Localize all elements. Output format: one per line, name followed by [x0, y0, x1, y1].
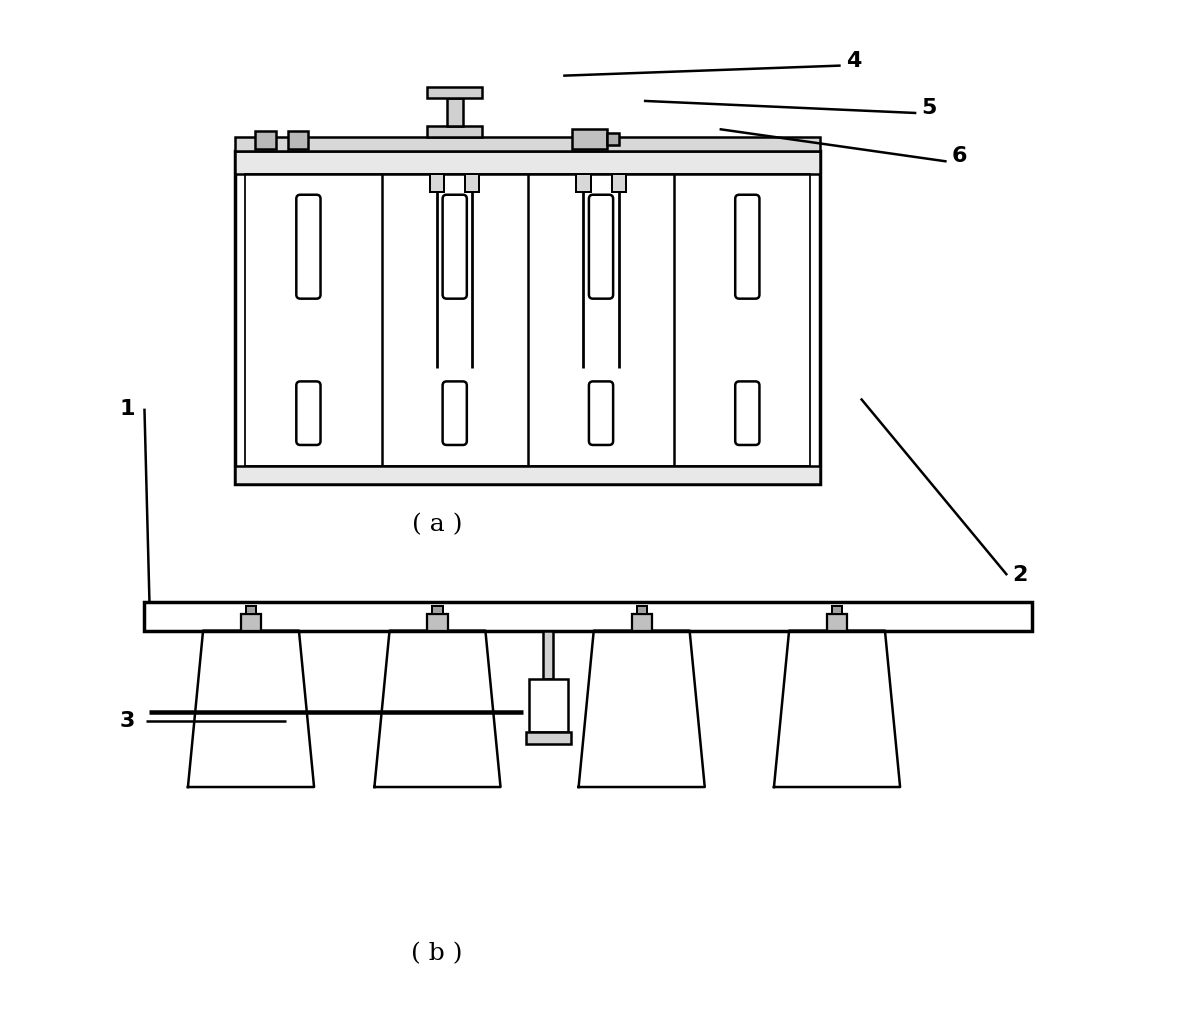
Bar — [287, 131, 308, 149]
Polygon shape — [375, 631, 500, 787]
Polygon shape — [188, 631, 314, 787]
Bar — [236, 151, 820, 484]
FancyBboxPatch shape — [297, 195, 321, 299]
FancyBboxPatch shape — [443, 195, 467, 299]
Bar — [427, 126, 482, 137]
FancyBboxPatch shape — [735, 195, 759, 299]
Bar — [236, 466, 820, 484]
Text: 1: 1 — [120, 399, 135, 419]
FancyBboxPatch shape — [589, 195, 613, 299]
Bar — [245, 174, 810, 466]
Bar — [832, 606, 841, 614]
Polygon shape — [578, 631, 705, 787]
Bar — [145, 602, 1032, 631]
FancyBboxPatch shape — [735, 381, 759, 445]
Bar — [572, 129, 607, 149]
Bar — [466, 174, 479, 192]
Bar — [527, 732, 571, 744]
Polygon shape — [774, 631, 900, 787]
Bar — [432, 606, 443, 614]
Bar — [607, 133, 619, 145]
FancyBboxPatch shape — [589, 381, 613, 445]
Text: 3: 3 — [120, 711, 134, 732]
Text: 4: 4 — [846, 50, 861, 71]
Bar — [637, 606, 646, 614]
Bar — [612, 174, 626, 192]
Bar — [236, 137, 820, 151]
Bar — [427, 87, 482, 98]
FancyBboxPatch shape — [297, 381, 321, 445]
Bar — [255, 131, 275, 149]
Text: 6: 6 — [952, 146, 967, 166]
Text: 5: 5 — [922, 98, 937, 118]
Bar — [427, 614, 448, 631]
Text: 2: 2 — [1013, 565, 1027, 585]
Bar — [543, 631, 553, 679]
Bar — [241, 614, 261, 631]
Bar — [827, 614, 847, 631]
Bar — [529, 679, 567, 732]
Bar — [577, 174, 590, 192]
Bar — [632, 614, 652, 631]
Bar — [446, 98, 463, 126]
Bar — [236, 151, 820, 174]
Bar — [245, 606, 256, 614]
FancyBboxPatch shape — [443, 381, 467, 445]
Bar — [430, 174, 444, 192]
Text: ( b ): ( b ) — [412, 942, 463, 965]
Text: ( a ): ( a ) — [412, 514, 462, 536]
